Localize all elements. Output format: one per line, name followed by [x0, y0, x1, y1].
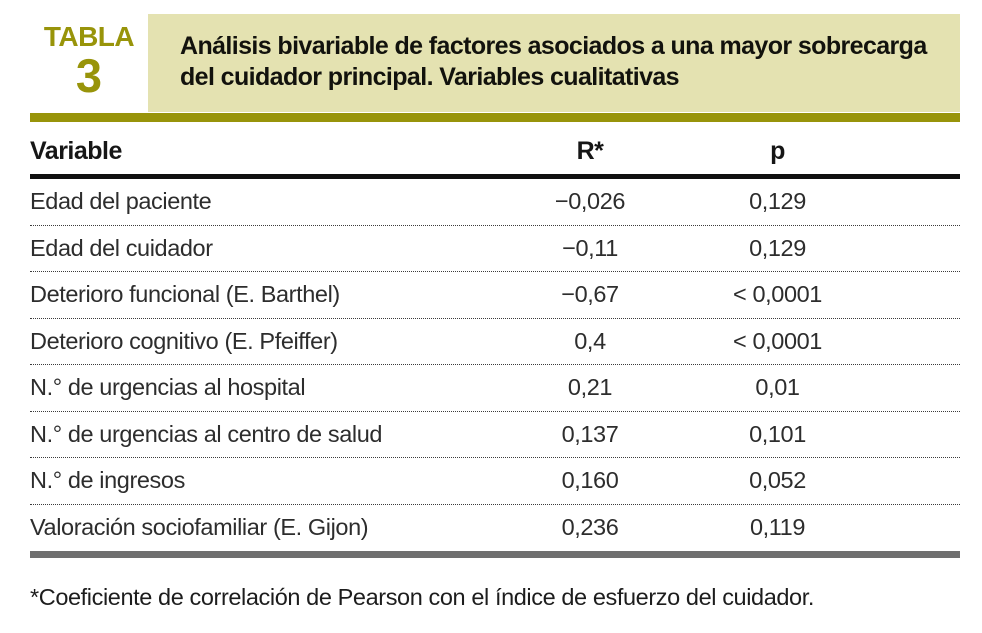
accent-bar	[30, 113, 960, 122]
title-band: Análisis bivariable de factores asociado…	[148, 14, 960, 112]
bottom-bar	[30, 551, 960, 558]
cell-r: 0,137	[561, 420, 619, 447]
table-row: Deterioro cognitivo (E. Pfeiffer) 0,4 < …	[30, 319, 960, 365]
table-row: N.° de urgencias al centro de salud 0,13…	[30, 412, 960, 458]
cell-variable: Edad del paciente	[30, 188, 212, 215]
cell-r: 0,4	[574, 327, 606, 354]
header-rule	[30, 174, 960, 179]
cell-r: 0,21	[567, 374, 613, 401]
cell-p: 0,129	[749, 234, 806, 261]
table-row: N.° de urgencias al hospital 0,21 0,01	[30, 365, 960, 412]
cell-variable: Deterioro cognitivo (E. Pfeiffer)	[30, 327, 338, 354]
figure-title-line-2: del cuidador principal. Variables cualit…	[180, 63, 680, 91]
cell-r: −0,67	[561, 281, 619, 308]
cell-p: < 0,0001	[733, 327, 822, 354]
cell-r: −0,026	[554, 188, 626, 215]
table-row: Edad del cuidador −0,11 0,129	[30, 226, 960, 272]
table-body: Edad del paciente −0,026 0,129 Edad del …	[30, 179, 960, 551]
figure-header: TABLA 3 Análisis bivariable de factores …	[30, 14, 960, 112]
cell-r: −0,11	[562, 234, 618, 261]
cell-r: 0,236	[561, 514, 619, 541]
table-label: TABLA 3	[30, 14, 148, 112]
table-label-number: 3	[75, 49, 103, 102]
cell-variable: Deterioro funcional (E. Barthel)	[30, 281, 340, 308]
figure-title-line-1: Análisis bivariable de factores asociado…	[180, 32, 927, 60]
table-label-word: TABLA	[43, 21, 135, 52]
cell-p: 0,01	[755, 374, 800, 401]
cell-variable: Edad del cuidador	[30, 234, 213, 261]
cell-p: 0,119	[749, 514, 806, 541]
column-header-variable: Variable	[30, 136, 122, 165]
table-row: Valoración sociofamiliar (E. Gijon) 0,23…	[30, 505, 960, 552]
cell-p: 0,129	[749, 188, 806, 215]
cell-variable: Valoración sociofamiliar (E. Gijon)	[30, 514, 369, 541]
table-row: Edad del paciente −0,026 0,129	[30, 179, 960, 226]
cell-variable: N.° de urgencias al hospital	[30, 374, 306, 401]
table-row: Deterioro funcional (E. Barthel) −0,67 <…	[30, 272, 960, 319]
cell-variable: N.° de urgencias al centro de salud	[30, 420, 383, 447]
column-header-p: p	[770, 136, 785, 165]
cell-p: 0,052	[749, 467, 806, 494]
column-header-row: Variable R* p	[30, 122, 960, 174]
cell-r: 0,160	[561, 467, 619, 494]
cell-variable: N.° de ingresos	[30, 467, 185, 494]
column-header-r: R*	[576, 136, 604, 165]
footnote: *Coeficiente de correlación de Pearson c…	[30, 584, 814, 610]
cell-p: 0,101	[749, 420, 806, 447]
table-row: N.° de ingresos 0,160 0,052	[30, 458, 960, 505]
table-figure: TABLA 3 Análisis bivariable de factores …	[30, 0, 960, 611]
cell-p: < 0,0001	[733, 281, 822, 308]
